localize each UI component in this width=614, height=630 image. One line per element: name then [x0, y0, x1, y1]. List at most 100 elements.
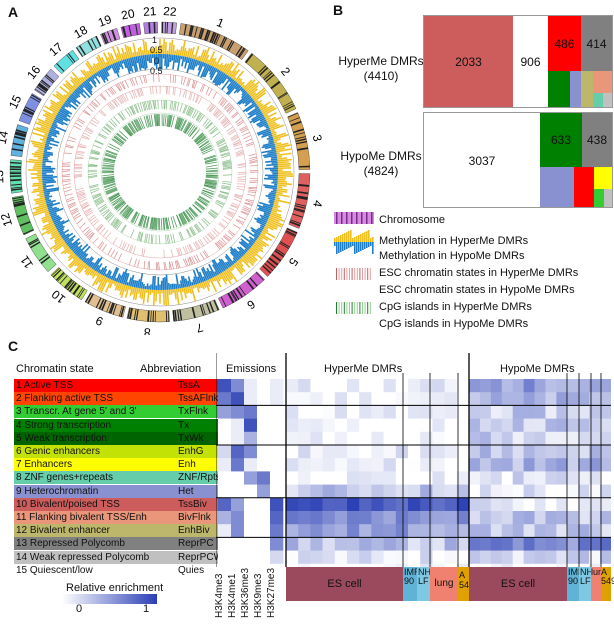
meth-hypo-bar: [229, 246, 242, 259]
meth-hypo-bar: [221, 77, 232, 91]
heatmap-cell: [545, 405, 557, 419]
heatmap-cell: [501, 405, 513, 419]
track-tick: [99, 206, 108, 213]
meth-hyper-bar: [216, 63, 220, 69]
heatmap-cell: [231, 537, 245, 551]
track-tick: [67, 139, 76, 143]
heatmap-cell: [545, 458, 557, 472]
track-tick: [93, 117, 100, 124]
meth-hyper-bar: [256, 239, 267, 248]
heatmap-cell: [322, 537, 336, 551]
track-tick: [96, 200, 105, 207]
meth-hypo-bar: [91, 257, 100, 270]
heatmap-cell: [298, 418, 311, 433]
meth-hyper-bar: [44, 211, 50, 215]
meth-hypo-bar: [43, 192, 51, 195]
track-tick: [158, 261, 160, 271]
track-tick: [186, 229, 191, 238]
meth-hyper-bar: [190, 47, 195, 59]
meth-hyper-bar: [47, 228, 57, 235]
legend-swatch-part: [336, 212, 338, 224]
track-tick: [134, 258, 137, 267]
meth-hypo-bar: [262, 152, 277, 157]
meth-hypo-bar: [200, 268, 208, 281]
track-tick: [187, 107, 193, 116]
heatmap-cell: [408, 511, 421, 525]
meth-hyper-bar: [111, 46, 120, 62]
heatmap-cell: [444, 418, 458, 433]
meth-hyper-bar: [124, 51, 128, 59]
heatmap-cell: [310, 458, 323, 472]
heatmap-cell: [479, 550, 492, 565]
heatmap-cell: [600, 392, 611, 406]
meth-hyper-bar: [192, 285, 195, 289]
track-tick: [221, 218, 229, 225]
track-tick: [195, 135, 206, 144]
heatmap-cell: [244, 445, 258, 459]
heatmap-cell: [567, 418, 579, 433]
meth-hyper-bar: [247, 85, 259, 95]
legend-swatch-part: [343, 268, 345, 280]
track-tick: [135, 104, 139, 113]
heatmap-cell: [270, 484, 284, 499]
track-tick: [104, 153, 117, 159]
meth-hyper-bar: [97, 54, 106, 69]
track-tick: [210, 128, 218, 135]
track-tick: [112, 138, 123, 146]
heatmap-cell: [444, 497, 458, 512]
meth-hypo-bar: [44, 145, 53, 149]
heatmap-cell: [218, 511, 232, 525]
track-tick: [97, 203, 107, 210]
heatmap-cell: [479, 471, 492, 485]
track-tick: [68, 202, 76, 208]
track-tick: [91, 119, 99, 125]
track-tick: [158, 217, 161, 231]
heatmap-cell: [359, 563, 372, 568]
track-tick: [205, 179, 218, 182]
track-tick: [178, 231, 183, 241]
meth-hyper-bar: [275, 195, 279, 198]
heatmap-cell: [310, 431, 323, 446]
meth-hypo-bar: [187, 57, 191, 64]
track-tick: [219, 97, 225, 106]
track-tick: [121, 205, 130, 216]
legend-swatch-part: [354, 242, 356, 254]
track-tick: [232, 141, 241, 146]
track-tick: [99, 227, 106, 235]
heatmap-cell: [257, 497, 271, 512]
track-tick: [139, 214, 145, 227]
meth-hyper-bar: [276, 189, 288, 193]
track-tick: [121, 241, 126, 250]
track-tick: [65, 144, 74, 148]
heatmap-cell: [512, 524, 524, 538]
heatmap-cell: [534, 511, 546, 525]
track-tick: [103, 182, 116, 188]
track-tick: [104, 185, 117, 191]
meth-hypo-bar: [252, 116, 265, 124]
state-name: 7 Enhancers: [16, 459, 73, 471]
meth-hyper-bar: [250, 246, 259, 254]
chromosome-stripe: [11, 188, 23, 191]
meth-hyper-bar: [67, 252, 75, 259]
legend-swatch-part: [356, 242, 358, 253]
heatmap-cell: [347, 458, 360, 472]
chromosome-stripe: [188, 25, 193, 37]
meth-hyper-bar: [270, 124, 285, 132]
track-tick: [106, 213, 114, 221]
meth-hypo-bar: [251, 100, 255, 104]
track-tick: [209, 231, 216, 239]
chromosome-stripe: [268, 257, 279, 266]
heatmap-cell: [456, 550, 470, 565]
heatmap-cell: [479, 418, 492, 433]
track-tick: [126, 209, 134, 220]
track-tick: [163, 217, 166, 230]
track-tick: [204, 181, 217, 185]
track-tick: [179, 231, 184, 241]
meth-hypo-bar: [261, 143, 275, 149]
track-tick: [235, 149, 244, 154]
track-tick: [174, 87, 176, 96]
meth-hypo-bar: [133, 280, 137, 288]
meth-hyper-bar: [195, 283, 200, 293]
track-tick: [130, 211, 137, 223]
heatmap-cell: [432, 431, 445, 446]
